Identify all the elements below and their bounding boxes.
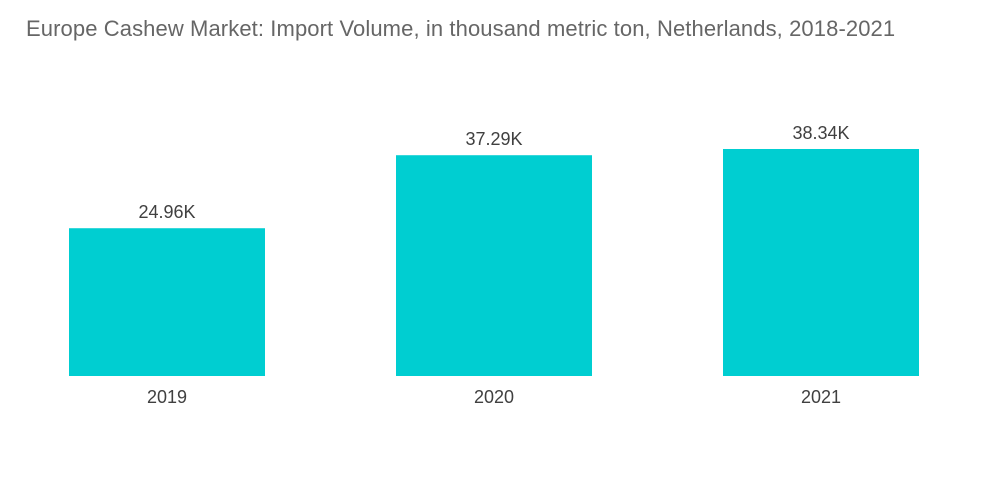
x-tick-label-2019: 2019 xyxy=(147,387,187,407)
bar-2019 xyxy=(69,228,265,376)
data-label-2019: 24.96K xyxy=(138,202,195,222)
data-label-2020: 37.29K xyxy=(465,129,522,149)
data-label-2021: 38.34K xyxy=(792,123,849,143)
bars-layer xyxy=(69,149,919,376)
bar-2021 xyxy=(723,149,919,376)
x-tick-label-2020: 2020 xyxy=(474,387,514,407)
chart-title: Europe Cashew Market: Import Volume, in … xyxy=(26,16,896,41)
x-tick-label-2021: 2021 xyxy=(801,387,841,407)
bar-2020 xyxy=(396,155,592,376)
data-labels-layer: 24.96K 37.29K 38.34K xyxy=(138,123,849,222)
x-axis-tick-labels: 2019 2020 2021 xyxy=(147,387,841,407)
